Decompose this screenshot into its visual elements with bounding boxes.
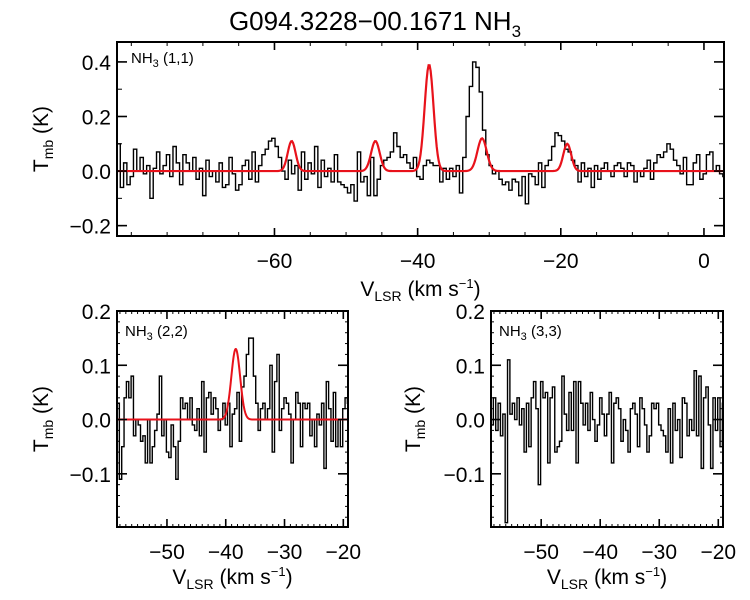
panel-nh3-33: −50 −40 −30 −20 −0.1 0.0 0.1 0.2 NH3 (3,3) VLSR (… (402, 301, 736, 592)
transition-label: NH3 (2,2) (125, 323, 188, 343)
y-axis-label-sub: mb (412, 420, 428, 440)
transition-label-tail: (2,2) (153, 323, 188, 340)
y-axis-label: Tmb (K) (30, 386, 56, 452)
y-tick-label: 0.2 (456, 301, 485, 324)
y-tick-label: 0.0 (456, 410, 485, 433)
x-tick-label: −20 (543, 250, 579, 273)
transition-label-main: NH (499, 323, 521, 340)
y-tick-label: −0.1 (70, 464, 111, 487)
x-tick-label: −60 (257, 250, 293, 273)
y-tick-label: −0.2 (70, 216, 111, 239)
x-tick-label: −40 (208, 541, 244, 564)
y-axis-label-main: T (30, 439, 53, 452)
x-axis-label: VLSR (km s−1) (360, 276, 480, 304)
x-axis-label-main: V (172, 566, 186, 589)
x-axis-label: VLSR (km s−1) (547, 564, 667, 592)
x-axis-label-sup: −1 (459, 276, 474, 291)
transition-label: NH3 (1,1) (131, 50, 194, 70)
x-axis-label: VLSR (km s−1) (172, 564, 292, 592)
x-axis-label-sub: LSR (561, 576, 588, 592)
spectrum-line (117, 61, 724, 205)
x-axis-label-tail: (km s (402, 278, 459, 301)
x-axis-label-main: V (360, 278, 374, 301)
y-axis-label-main: T (30, 159, 53, 172)
x-axis-label-main: V (547, 566, 561, 589)
y-axis-label-sub: mb (40, 140, 56, 160)
x-axis-label-tail: (km s (214, 566, 271, 589)
transition-label-sub: 3 (153, 58, 159, 70)
y-axis-label: Tmb (K) (402, 386, 428, 452)
spectrum-line (117, 337, 348, 480)
x-axis-label-sup: −1 (645, 564, 660, 579)
x-axis-label-close: ) (286, 566, 293, 589)
y-tick-label: 0.2 (82, 301, 111, 324)
spectrum-line (491, 359, 723, 524)
y-tick-label: 0.1 (456, 355, 485, 378)
x-axis-label-tail: (km s (588, 566, 645, 589)
x-tick-label: −40 (400, 250, 436, 273)
y-axis-label-tail: (K) (30, 106, 53, 140)
y-axis-label-main: T (402, 439, 425, 452)
panel-nh3-11: −60 −40 −20 0 −0.2 0.0 0.2 0.4 NH3 (1,1) VLSR (km… (30, 41, 725, 304)
x-tick-label: −50 (149, 541, 185, 564)
y-tick-label: −0.1 (444, 464, 485, 487)
y-axis-label-sub: mb (40, 420, 56, 440)
x-tick-label: −30 (267, 541, 303, 564)
transition-label-main: NH (131, 50, 153, 67)
transition-label-tail: (1,1) (159, 50, 194, 67)
fit-curve (117, 347, 348, 421)
transition-label-main: NH (125, 323, 147, 340)
y-axis-label-tail: (K) (402, 386, 425, 420)
y-axis-label-tail: (K) (30, 386, 53, 420)
x-axis-label-sub: LSR (186, 576, 213, 592)
x-tick-label: 0 (698, 250, 710, 273)
fit-curve (117, 64, 724, 173)
panel-nh3-22: −50 −40 −30 −20 −0.1 0.0 0.1 0.2 NH3 (2,2) VLSR (… (30, 301, 361, 592)
y-tick-label: 0.4 (82, 52, 112, 75)
x-axis-label-sub: LSR (374, 288, 401, 304)
transition-label: NH3 (3,3) (499, 323, 562, 343)
y-axis-label: Tmb (K) (30, 106, 56, 172)
y-tick-label: 0.1 (82, 355, 111, 378)
x-tick-label: −30 (641, 541, 677, 564)
x-tick-label: −20 (325, 541, 361, 564)
transition-label-tail: (3,3) (527, 323, 562, 340)
x-tick-label: −50 (523, 541, 559, 564)
x-axis-label-close: ) (474, 278, 481, 301)
x-tick-label: −20 (700, 541, 736, 564)
transition-label-sub: 3 (521, 331, 527, 343)
x-axis-label-close: ) (660, 566, 667, 589)
y-tick-label: 0.2 (82, 106, 111, 129)
y-tick-label: 0.0 (82, 161, 111, 184)
transition-label-sub: 3 (147, 331, 153, 343)
axes-frame (116, 41, 725, 237)
x-tick-label: −40 (582, 541, 618, 564)
figure-title: G094.3228−00.1671 NH3 (229, 6, 521, 41)
x-axis-label-sup: −1 (271, 564, 286, 579)
y-tick-label: 0.0 (82, 410, 111, 433)
